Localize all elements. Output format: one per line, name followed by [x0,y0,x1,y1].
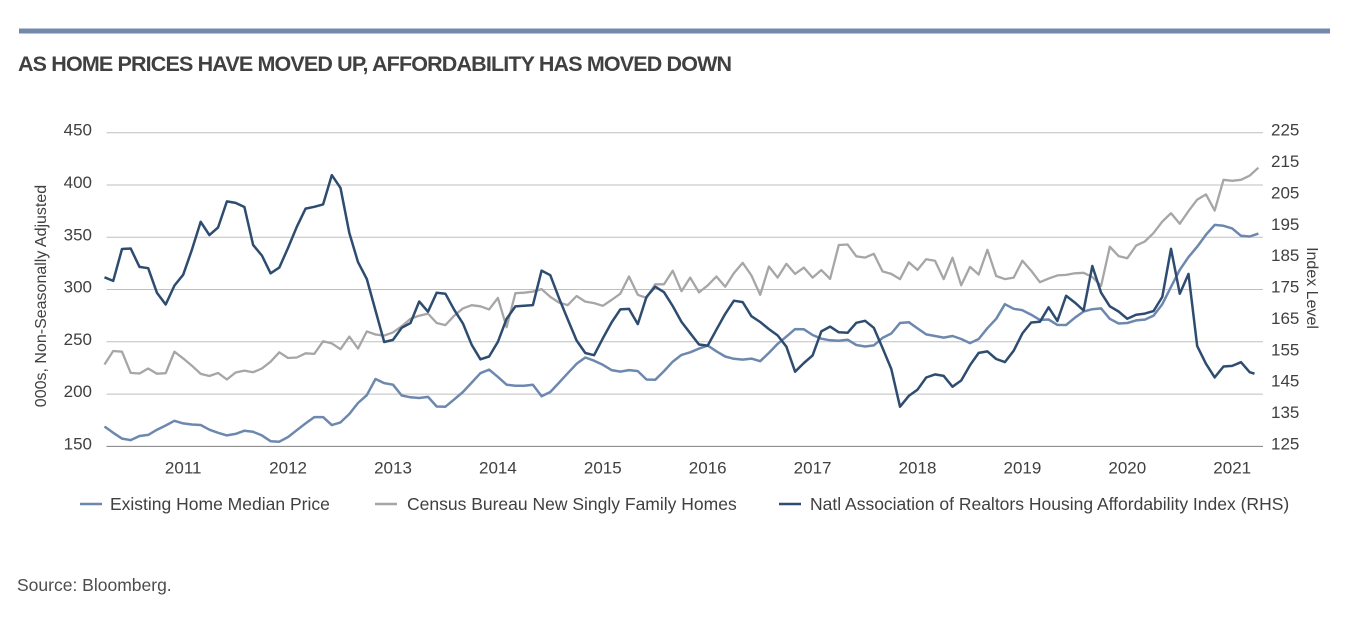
svg-text:Census Bureau New Singly Famil: Census Bureau New Singly Family Homes [407,494,737,514]
svg-text:2021: 2021 [1213,459,1251,478]
svg-text:225: 225 [1271,121,1299,140]
svg-text:215: 215 [1271,152,1299,171]
svg-text:Existing Home Median Price: Existing Home Median Price [110,494,330,514]
svg-text:195: 195 [1271,215,1299,234]
svg-text:2013: 2013 [374,459,412,478]
svg-text:2017: 2017 [794,459,832,478]
svg-text:2012: 2012 [269,459,307,478]
svg-text:150: 150 [64,434,92,453]
svg-text:300: 300 [64,278,92,297]
svg-text:2014: 2014 [479,459,517,478]
svg-text:250: 250 [64,330,92,349]
svg-text:400: 400 [64,173,92,192]
svg-text:350: 350 [64,225,92,244]
svg-text:450: 450 [64,121,92,140]
svg-text:200: 200 [64,382,92,401]
svg-text:Source: Bloomberg.: Source: Bloomberg. [17,575,172,595]
svg-text:2018: 2018 [899,459,937,478]
svg-text:2020: 2020 [1108,459,1146,478]
svg-text:125: 125 [1271,434,1299,453]
svg-text:205: 205 [1271,183,1299,202]
svg-text:2019: 2019 [1003,459,1041,478]
svg-text:000s, Non-Seasonally Adjusted: 000s, Non-Seasonally Adjusted [33,185,50,407]
svg-text:2011: 2011 [165,459,202,478]
svg-text:135: 135 [1271,403,1299,422]
svg-text:Index Level: Index Level [1303,247,1320,329]
svg-text:155: 155 [1271,340,1299,359]
svg-text:165: 165 [1271,309,1299,328]
svg-text:185: 185 [1271,246,1299,265]
svg-text:2016: 2016 [689,459,727,478]
svg-text:145: 145 [1271,372,1299,391]
svg-text:Natl Association of Realtors H: Natl Association of Realtors Housing Aff… [810,494,1289,514]
svg-text:175: 175 [1271,278,1299,297]
svg-text:AS HOME PRICES HAVE MOVED UP,: AS HOME PRICES HAVE MOVED UP, AFFORDABIL… [18,52,732,76]
svg-text:2015: 2015 [584,459,622,478]
